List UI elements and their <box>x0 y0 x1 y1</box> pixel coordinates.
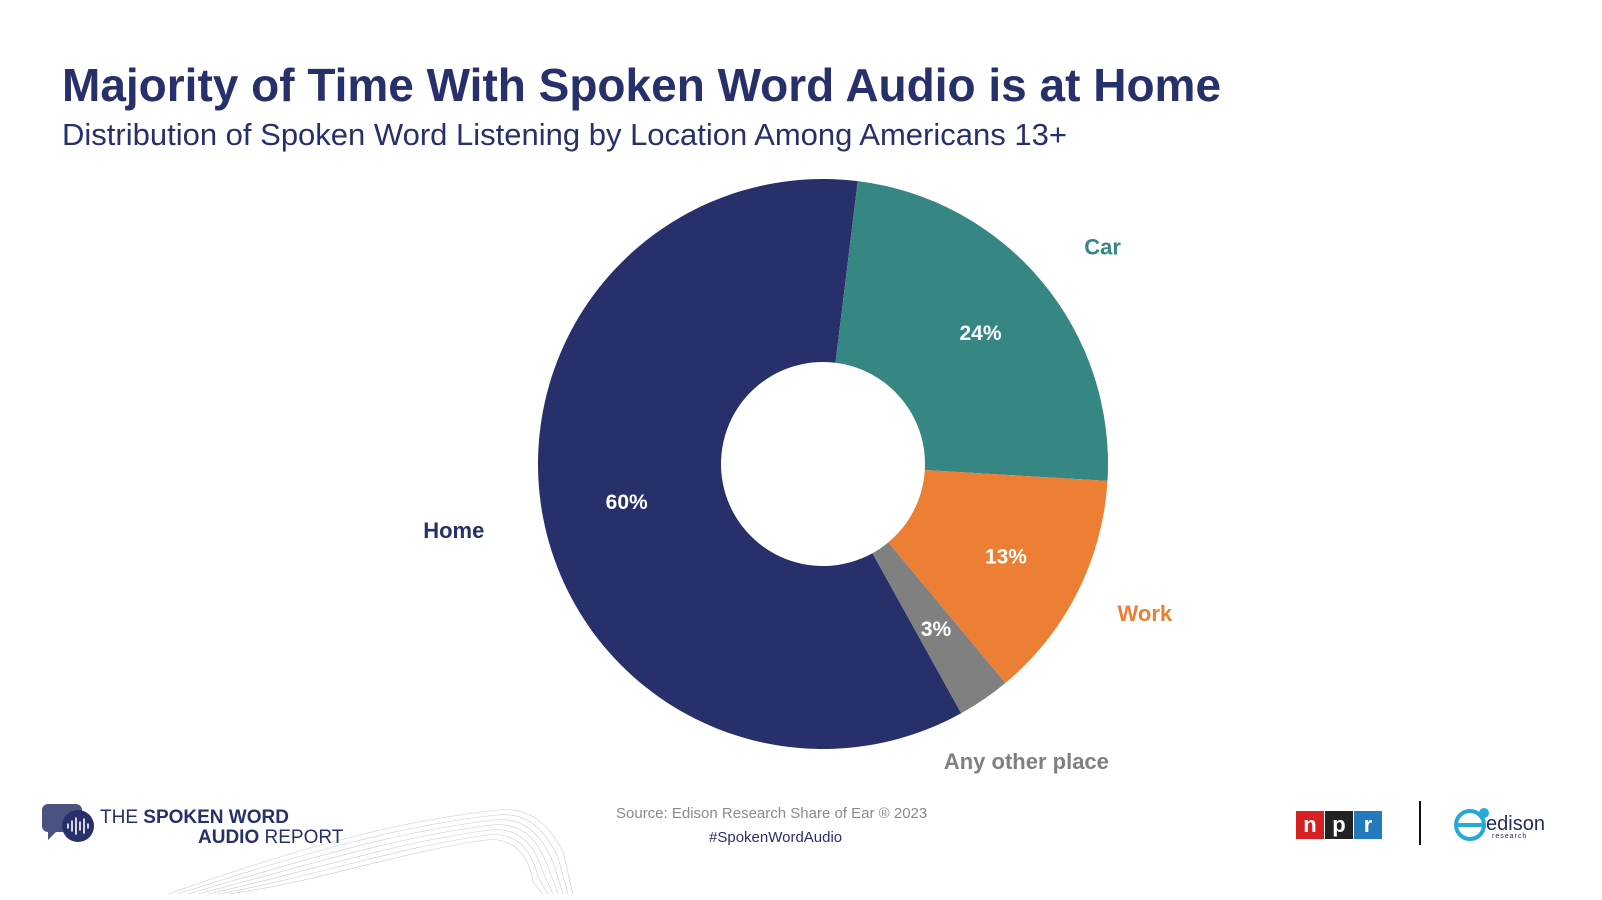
brand-title-line1: THE SPOKEN WORD <box>100 807 289 828</box>
brand-title-line2: AUDIO REPORT <box>198 827 344 848</box>
slice-work <box>888 470 1108 683</box>
hashtag: #SpokenWordAudio <box>709 829 843 846</box>
category-label-car: Car <box>1084 234 1121 259</box>
slice-car <box>835 181 1108 481</box>
value-label-home: 60% <box>606 491 648 514</box>
page-subtitle: Distribution of Spoken Word Listening by… <box>62 117 1067 152</box>
npr-logo: n p r <box>1296 811 1383 839</box>
value-label-work: 13% <box>985 545 1027 568</box>
category-label-work: Work <box>1118 601 1173 626</box>
npr-logo-letter-n: n <box>1296 811 1324 839</box>
source-note: Source: Edison Research Share of Ear ® 2… <box>616 805 928 822</box>
spoken-word-report-branding: THE SPOKEN WORD AUDIO REPORT <box>28 782 588 900</box>
value-label-car: 24% <box>959 322 1001 345</box>
category-label-other: Any other place <box>944 749 1109 774</box>
page-title: Majority of Time With Spoken Word Audio … <box>62 59 1222 111</box>
npr-logo-letter-r: r <box>1354 811 1382 839</box>
slice-other <box>872 542 1006 714</box>
value-label-other: 3% <box>921 618 952 641</box>
waveform-decoration <box>167 809 574 895</box>
edison-research-logo: edison research <box>1452 803 1562 847</box>
logo-divider <box>1419 801 1421 845</box>
category-label-home: Home <box>423 518 484 543</box>
edison-subtext: research <box>1492 833 1528 840</box>
edison-e-icon <box>1454 808 1489 841</box>
edison-wordmark: edison <box>1486 813 1545 835</box>
slice-home <box>537 178 962 749</box>
speech-bubble-icon <box>42 804 94 842</box>
donut-chart: 60% Home 24% Car 13% Work 3% Any other place <box>423 178 1173 774</box>
npr-logo-letter-p: p <box>1325 811 1353 839</box>
